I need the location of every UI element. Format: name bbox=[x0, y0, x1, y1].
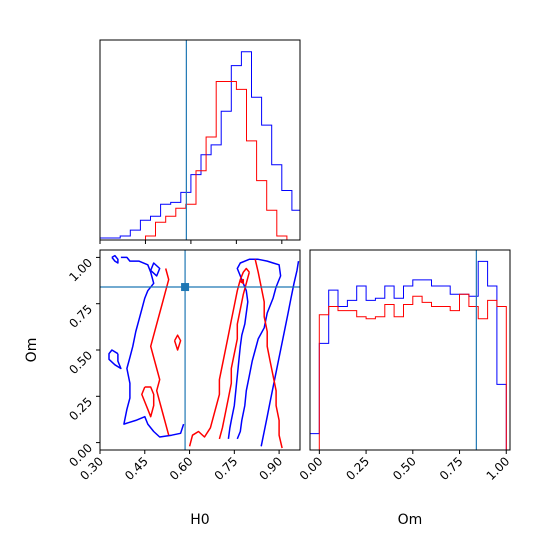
red-h0-histogram bbox=[145, 81, 288, 240]
red-contour-0 bbox=[149, 268, 170, 436]
right-frame bbox=[309, 249, 511, 451]
top-frame bbox=[99, 39, 301, 241]
red-contour-1 bbox=[141, 386, 155, 418]
right-x-tick-label-3: 0.75 bbox=[437, 454, 466, 483]
joint-y-tick-label-4: 1.00 bbox=[66, 256, 95, 285]
red-contour-3 bbox=[218, 272, 251, 440]
blue-om-histogram bbox=[309, 260, 507, 450]
x-axis-label-om: Om bbox=[398, 512, 423, 528]
blue-contour-2 bbox=[260, 260, 300, 447]
joint-x-tick-label-2: 0.60 bbox=[167, 454, 196, 483]
h0-om-joint-panel: 0.30 0.45 0.60 0.75 0.900.000.250.500.751.00 bbox=[66, 249, 301, 483]
blue-contour-4 bbox=[111, 254, 119, 264]
joint-x-tick-label-1: 0.45 bbox=[122, 454, 151, 483]
x-axis-label-h0: H0 bbox=[190, 512, 209, 528]
blue-contour-1 bbox=[227, 258, 282, 440]
blue-contour-0 bbox=[120, 256, 185, 438]
truth-marker bbox=[181, 283, 190, 292]
h0-marginal-panel bbox=[99, 39, 301, 244]
red-om-histogram bbox=[318, 293, 507, 450]
blue-contour-3 bbox=[108, 349, 122, 370]
y-axis-label-om: Om bbox=[24, 338, 40, 363]
axis-labels: H0 Om Om bbox=[24, 338, 422, 528]
blue-contour-5 bbox=[150, 262, 161, 277]
right-x-tick-label-1: 0.25 bbox=[343, 454, 372, 483]
joint-frame bbox=[99, 249, 301, 451]
red-contour-4 bbox=[254, 259, 283, 449]
red-contour-6 bbox=[239, 278, 245, 285]
om-marginal-panel: 0.00 0.25 0.50 0.75 1.00 bbox=[297, 249, 513, 483]
joint-x-tick-label-3: 0.75 bbox=[212, 454, 241, 483]
red-contour-5 bbox=[173, 334, 182, 351]
blue-h0-histogram bbox=[99, 51, 301, 240]
right-x-tick-label-4: 1.00 bbox=[484, 454, 513, 483]
joint-y-tick-label-1: 0.25 bbox=[66, 395, 95, 424]
right-x-tick-label-0: 0.00 bbox=[297, 454, 326, 483]
joint-x-tick-label-4: 0.90 bbox=[256, 454, 285, 483]
joint-y-tick-label-2: 0.50 bbox=[66, 348, 95, 377]
joint-y-tick-label-3: 0.75 bbox=[66, 302, 95, 331]
red-contour-2 bbox=[188, 267, 250, 447]
right-x-tick-label-2: 0.50 bbox=[390, 454, 419, 483]
